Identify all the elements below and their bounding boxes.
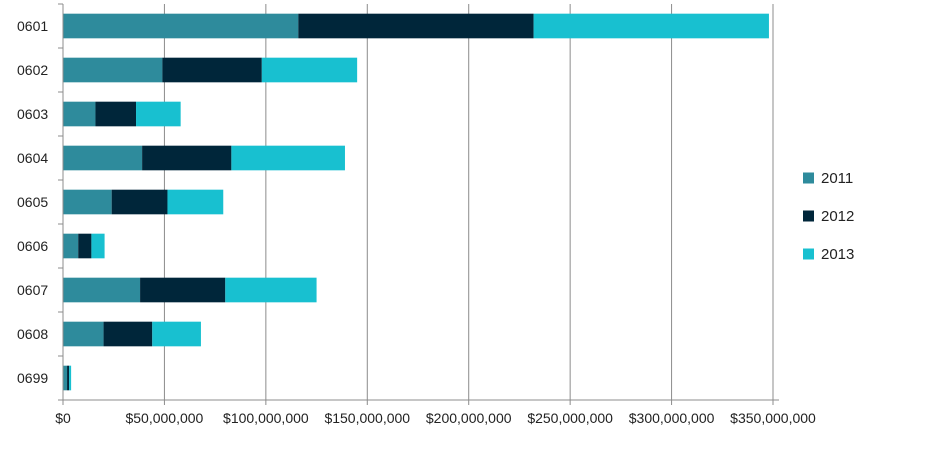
bar-segment bbox=[167, 189, 224, 215]
x-tick-label: $100,000,000 bbox=[223, 410, 309, 426]
bar-segment bbox=[63, 145, 143, 171]
bar-segment bbox=[63, 365, 68, 391]
x-tick-label: $350,000,000 bbox=[730, 410, 816, 426]
category-label: 0608 bbox=[17, 326, 48, 342]
bars bbox=[63, 13, 769, 391]
bar-segment bbox=[78, 233, 92, 259]
bar-segment bbox=[152, 321, 201, 347]
x-tick-label: $50,000,000 bbox=[125, 410, 203, 426]
legend-label: 2013 bbox=[821, 246, 854, 263]
bar-segment bbox=[225, 277, 317, 303]
category-label: 0605 bbox=[17, 194, 48, 210]
legend-label: 2012 bbox=[821, 208, 854, 225]
legend-swatch bbox=[803, 172, 814, 184]
bar-segment bbox=[231, 145, 345, 171]
bar-segment bbox=[298, 13, 534, 39]
bar-segment bbox=[63, 321, 104, 347]
bar-segment bbox=[261, 57, 358, 83]
bar-segment bbox=[63, 233, 79, 259]
bar-segment bbox=[69, 365, 72, 391]
category-label: 0604 bbox=[17, 150, 48, 166]
bar-segment bbox=[63, 189, 112, 215]
category-label: 0606 bbox=[17, 238, 48, 254]
legend: 2011 2012 2013 bbox=[803, 170, 854, 263]
bar-segment bbox=[91, 233, 105, 259]
bar-segment bbox=[533, 13, 769, 39]
bar-segment bbox=[63, 57, 163, 83]
bar-segment bbox=[142, 145, 232, 171]
category-label: 0607 bbox=[17, 282, 48, 298]
category-label: 0603 bbox=[17, 106, 48, 122]
axes: 0601 0602 0603 0604 0605 0606 0607 0608 0699 $0 $5… bbox=[17, 3, 816, 426]
x-tick-label: $200,000,000 bbox=[426, 410, 512, 426]
bar-segment bbox=[136, 101, 181, 127]
bar-segment bbox=[63, 277, 141, 303]
category-label: 0699 bbox=[17, 370, 48, 386]
bar-segment bbox=[95, 101, 137, 127]
bar-segment bbox=[162, 57, 262, 83]
bar-segment bbox=[63, 101, 96, 127]
category-label: 0602 bbox=[17, 62, 48, 78]
legend-swatch bbox=[803, 210, 814, 222]
bar-segment bbox=[111, 189, 168, 215]
bar-segment bbox=[67, 365, 70, 391]
x-tick-label: $250,000,000 bbox=[527, 410, 613, 426]
x-tick-label: $300,000,000 bbox=[629, 410, 715, 426]
bar-segment bbox=[140, 277, 226, 303]
x-tick-label: $0 bbox=[55, 410, 71, 426]
legend-label: 2011 bbox=[821, 170, 853, 187]
legend-swatch bbox=[803, 248, 814, 260]
x-tick-label: $150,000,000 bbox=[324, 410, 410, 426]
category-label: 0601 bbox=[17, 18, 48, 34]
bar-segment bbox=[103, 321, 153, 347]
bar-segment bbox=[63, 13, 299, 39]
